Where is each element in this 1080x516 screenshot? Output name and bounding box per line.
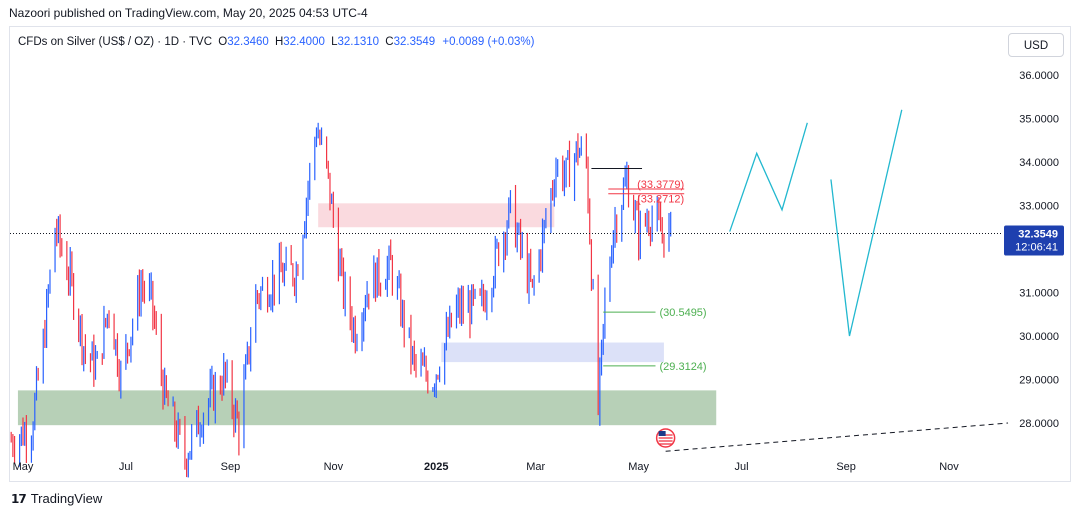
x-tick-label: May xyxy=(628,461,649,473)
base-zone xyxy=(17,390,717,426)
x-tick-label: May xyxy=(13,461,34,473)
candles-layer xyxy=(10,122,672,478)
y-tick-label: 29.0000 xyxy=(1019,375,1059,387)
axis-layer: 36.000035.000034.000033.000032.000031.00… xyxy=(13,70,1064,473)
currency-button[interactable]: USD xyxy=(1008,33,1064,57)
y-tick-label: 34.0000 xyxy=(1019,157,1059,169)
ohlc-open-value: 32.3460 xyxy=(227,36,269,48)
us-flag-canton xyxy=(658,431,666,436)
dashed-trendline xyxy=(665,422,1009,452)
projection-path xyxy=(830,109,903,337)
x-tick-label: Mar xyxy=(526,461,545,473)
y-tick-label: 36.0000 xyxy=(1019,70,1059,82)
current-price-label: 32.3549 xyxy=(1018,229,1058,241)
demand-zone xyxy=(441,342,664,363)
current-price-badge xyxy=(1004,225,1064,256)
x-tick-label: Nov xyxy=(939,461,959,473)
supply-zone xyxy=(318,203,555,228)
tradingview-logo[interactable]: 𝟭𝟳 TradingView xyxy=(11,491,102,506)
x-tick-label: 2025 xyxy=(424,461,448,473)
x-tick-label: Sep xyxy=(221,461,241,473)
zones-layer xyxy=(17,203,717,426)
y-tick-label: 28.0000 xyxy=(1019,418,1059,430)
ohlc-low-value: 32.1310 xyxy=(337,36,380,48)
symbol-legend[interactable]: CFDs on Silver (US$ / OZ) · 1D · TVC O32… xyxy=(18,36,534,48)
price-change: +0.0089 (+0.03%) xyxy=(442,36,535,48)
tradingview-logo-text: TradingView xyxy=(30,491,103,506)
y-tick-label: 31.0000 xyxy=(1019,288,1059,300)
y-tick-label: 35.0000 xyxy=(1019,114,1059,126)
ohlc-open-key: O xyxy=(218,36,228,48)
publication-line: Nazoori published on TradingView.com, Ma… xyxy=(9,6,368,20)
y-tick-label: 33.0000 xyxy=(1019,201,1059,213)
ohlc-high-value: 32.4000 xyxy=(283,36,325,48)
x-tick-label: Jul xyxy=(119,461,133,473)
projection-path xyxy=(729,122,808,232)
level-label: (29.3124) xyxy=(660,361,707,373)
tradingview-logo-icon: 𝟭𝟳 xyxy=(11,491,27,506)
level-label: (33.2712) xyxy=(637,194,684,206)
x-tick-label: Nov xyxy=(324,461,344,473)
ohlc-close-key: C xyxy=(385,36,394,48)
y-tick-label: 30.0000 xyxy=(1019,331,1059,343)
levels-layer: (33.3779) (33.2712) (30.5495) (29.3124) xyxy=(10,168,1003,373)
x-tick-label: Sep xyxy=(836,461,856,473)
level-label: (33.3779) xyxy=(637,179,684,191)
ohlc-low-key: L xyxy=(331,36,338,48)
ohlc-high-key: H xyxy=(274,36,284,48)
x-tick-label: Jul xyxy=(735,461,749,473)
ohlc-close-value: 32.3549 xyxy=(393,36,436,48)
chart-border xyxy=(9,26,1071,482)
countdown-label: 12:06:41 xyxy=(1015,242,1058,254)
projection-layer xyxy=(665,109,1009,452)
symbol-name: CFDs on Silver (US$ / OZ) · 1D · TVC xyxy=(18,36,213,48)
level-label: (30.5495) xyxy=(660,307,707,319)
